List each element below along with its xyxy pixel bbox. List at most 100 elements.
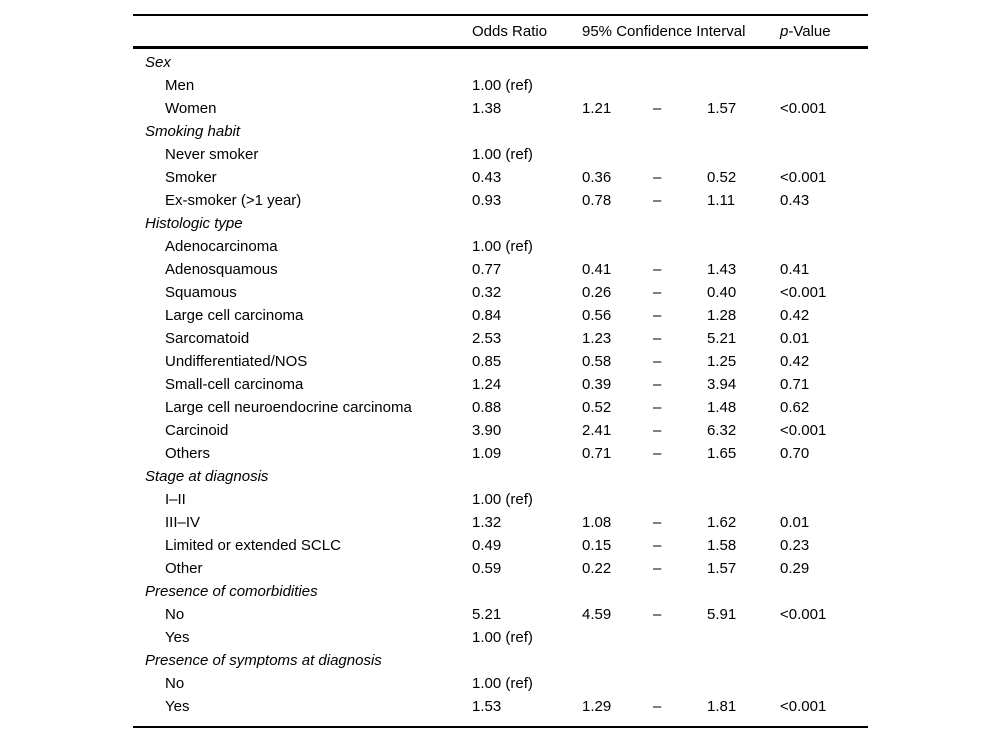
ci-dash: – [653, 445, 662, 462]
ci-upper-value [707, 672, 780, 695]
ci-lower-value: 0.22 [582, 560, 612, 577]
p-value: 0.01 [780, 330, 810, 347]
section-title: Stage at diagnosis [145, 468, 269, 485]
ci-lower-value: 0.15 [582, 537, 612, 554]
p-value [780, 488, 868, 511]
ci-dash: – [653, 537, 662, 554]
p-value: 0.42 [780, 353, 810, 370]
table-row: Squamous 0.32 0.26 – 0.40 <0.001 [133, 281, 868, 304]
row-label: Small-cell carcinoma [165, 376, 304, 393]
p-value: <0.001 [780, 422, 827, 439]
ci-dash [653, 143, 707, 166]
row-label: Adenocarcinoma [165, 238, 278, 255]
ci-upper-value: 1.81 [707, 698, 737, 715]
table-row: Men 1.00 (ref) [133, 74, 868, 97]
odds-ratio-value: 1.09 [472, 445, 502, 462]
p-value: <0.001 [780, 100, 827, 117]
ci-upper-value: 1.62 [707, 514, 737, 531]
ci-upper-value: 6.32 [707, 422, 737, 439]
ci-lower-value: 0.41 [582, 261, 612, 278]
table-row: No 1.00 (ref) [133, 672, 868, 695]
p-value [780, 626, 868, 649]
row-label: Sarcomatoid [165, 330, 250, 347]
section-header-row: Presence of comorbidities [133, 580, 868, 603]
row-label: Limited or extended SCLC [165, 537, 341, 554]
odds-ratio-value: 1.00 (ref) [472, 491, 533, 508]
p-value [780, 235, 868, 258]
table-row: Smoker 0.43 0.36 – 0.52 <0.001 [133, 166, 868, 189]
ci-dash [653, 626, 707, 649]
odds-ratio-value: 0.77 [472, 261, 502, 278]
ci-lower-value: 4.59 [582, 606, 612, 623]
ci-dash: – [653, 560, 662, 577]
ci-dash: – [653, 192, 662, 209]
row-label: Large cell neuroendocrine carcinoma [165, 399, 412, 416]
row-label: III–IV [165, 514, 201, 531]
ci-upper-value: 5.21 [707, 330, 737, 347]
p-value: 0.71 [780, 376, 810, 393]
ci-lower-value: 0.58 [582, 353, 612, 370]
table-row: Limited or extended SCLC 0.49 0.15 – 1.5… [133, 534, 868, 557]
odds-ratio-value: 0.84 [472, 307, 502, 324]
table-row: Undifferentiated/NOS 0.85 0.58 – 1.25 0.… [133, 350, 868, 373]
p-value [780, 672, 868, 695]
odds-ratio-value: 0.93 [472, 192, 502, 209]
section-title: Presence of symptoms at diagnosis [145, 652, 382, 669]
section-title: Sex [145, 54, 171, 71]
col-header-label [133, 14, 472, 49]
ci-upper-value: 0.40 [707, 284, 737, 301]
ci-upper-value: 1.58 [707, 537, 737, 554]
odds-ratio-value: 1.00 (ref) [472, 629, 533, 646]
ci-upper-value: 3.94 [707, 376, 737, 393]
ci-upper-value: 1.25 [707, 353, 737, 370]
ci-dash: – [653, 100, 662, 117]
p-value: 0.42 [780, 307, 810, 324]
row-label: Yes [165, 629, 190, 646]
table-row: I–II 1.00 (ref) [133, 488, 868, 511]
table-row: III–IV 1.32 1.08 – 1.62 0.01 [133, 511, 868, 534]
table-row: Yes 1.53 1.29 – 1.81 <0.001 [133, 695, 868, 718]
odds-ratio-value: 0.32 [472, 284, 502, 301]
ci-lower-value: 0.71 [582, 445, 612, 462]
ci-dash: – [653, 261, 662, 278]
table-row: Large cell carcinoma 0.84 0.56 – 1.28 0.… [133, 304, 868, 327]
table-row: Ex-smoker (>1 year) 0.93 0.78 – 1.11 0.4… [133, 189, 868, 212]
odds-ratio-value: 1.32 [472, 514, 502, 531]
row-label: Ex-smoker (>1 year) [165, 192, 302, 209]
ci-upper-value [707, 488, 780, 511]
odds-ratio-value: 1.00 (ref) [472, 77, 533, 94]
ci-dash: – [653, 698, 662, 715]
ci-upper-value [707, 235, 780, 258]
section-header-row: Sex [133, 48, 868, 75]
ci-dash: – [653, 284, 662, 301]
table-row: Women 1.38 1.21 – 1.57 <0.001 [133, 97, 868, 120]
ci-lower-value: 0.36 [582, 169, 612, 186]
p-value: <0.001 [780, 606, 827, 623]
row-label: I–II [165, 491, 186, 508]
ci-dash [653, 672, 707, 695]
ci-lower-value: 1.08 [582, 514, 612, 531]
table-row: Carcinoid 3.90 2.41 – 6.32 <0.001 [133, 419, 868, 442]
ci-lower-value: 0.39 [582, 376, 612, 393]
ci-lower-value: 0.52 [582, 399, 612, 416]
ci-upper-value [707, 74, 780, 97]
ci-lower-value [582, 143, 653, 166]
section-title: Presence of comorbidities [145, 583, 318, 600]
ci-lower-value [582, 488, 653, 511]
ci-dash: – [653, 353, 662, 370]
section-title: Smoking habit [145, 123, 241, 140]
table-row: Others 1.09 0.71 – 1.65 0.70 [133, 442, 868, 465]
odds-ratio-value: 2.53 [472, 330, 502, 347]
table-row: No 5.21 4.59 – 5.91 <0.001 [133, 603, 868, 626]
ci-dash: – [653, 169, 662, 186]
row-label: No [165, 675, 185, 692]
ci-upper-value: 1.57 [707, 560, 737, 577]
p-value: 0.43 [780, 192, 810, 209]
ci-lower-value [582, 626, 653, 649]
p-value: 0.01 [780, 514, 810, 531]
table-row: Yes 1.00 (ref) [133, 626, 868, 649]
ci-dash [653, 74, 707, 97]
row-label: Others [165, 445, 211, 462]
odds-ratio-value: 0.59 [472, 560, 502, 577]
